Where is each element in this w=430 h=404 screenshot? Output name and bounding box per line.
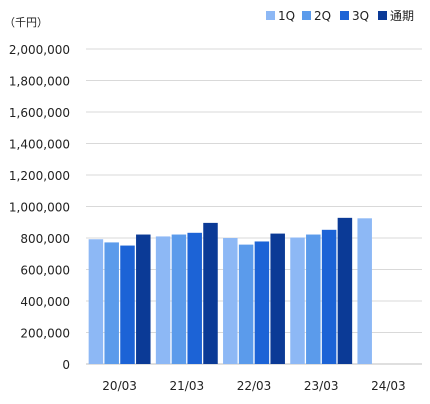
bar-1-22-03 [223,238,238,364]
bars [88,217,372,364]
y-tick-label: 400,000 [20,295,70,309]
bar-3-20-03 [120,245,135,364]
legend-label: 通期 [390,9,414,23]
y-axis-ticks: 0 200,000 400,000 600,000 800,000 1,000,000 1,… [9,43,70,372]
y-tick-label: 800,000 [20,232,70,246]
y-tick-label: 600,000 [20,264,70,278]
x-tick-label: 23/03 [304,379,339,393]
bar-2-22-03 [238,244,254,364]
y-tick-label: 1,200,000 [9,169,70,183]
bar-3-23-03 [321,229,337,364]
y-tick-label: 2,000,000 [9,43,70,57]
x-tick-label: 21/03 [170,379,205,393]
y-tick-label: 1,800,000 [9,75,70,89]
legend-swatch [340,11,349,20]
y-tick-label: 1,400,000 [9,138,70,152]
y-tick-label: 1,600,000 [9,106,70,120]
y-tick-label: 0 [62,358,70,372]
legend-swatch [378,11,387,20]
bar-1-24-03 [357,218,372,364]
bar-4-23-03 [337,217,353,364]
legend: 1Q 2Q 3Q 通期 [266,9,414,23]
y-tick-label: 1,000,000 [9,201,70,215]
bar-1-23-03 [290,237,305,364]
bar-4-22-03 [270,233,285,364]
x-tick-label: 20/03 [102,379,137,393]
bar-3-22-03 [254,241,270,364]
bar-1-20-03 [88,239,104,364]
legend-label: 2Q [314,9,331,23]
bar-1-21-03 [155,236,171,364]
legend-swatch [266,11,275,20]
x-tick-label: 24/03 [371,379,406,393]
y-tick-label: 200,000 [20,327,70,341]
bar-2-21-03 [171,234,187,364]
legend-label: 1Q [278,9,295,23]
bar-3-21-03 [187,232,202,364]
bar-2-20-03 [104,242,119,364]
legend-label: 3Q [352,9,369,23]
unit-label: （千円） [4,16,48,29]
x-axis-ticks: 20/03 21/03 22/03 23/03 24/03 [102,379,405,393]
bar-4-21-03 [203,222,218,364]
x-tick-label: 22/03 [237,379,272,393]
bar-4-20-03 [136,234,151,364]
legend-swatch [302,11,311,20]
bar-2-23-03 [306,234,321,364]
